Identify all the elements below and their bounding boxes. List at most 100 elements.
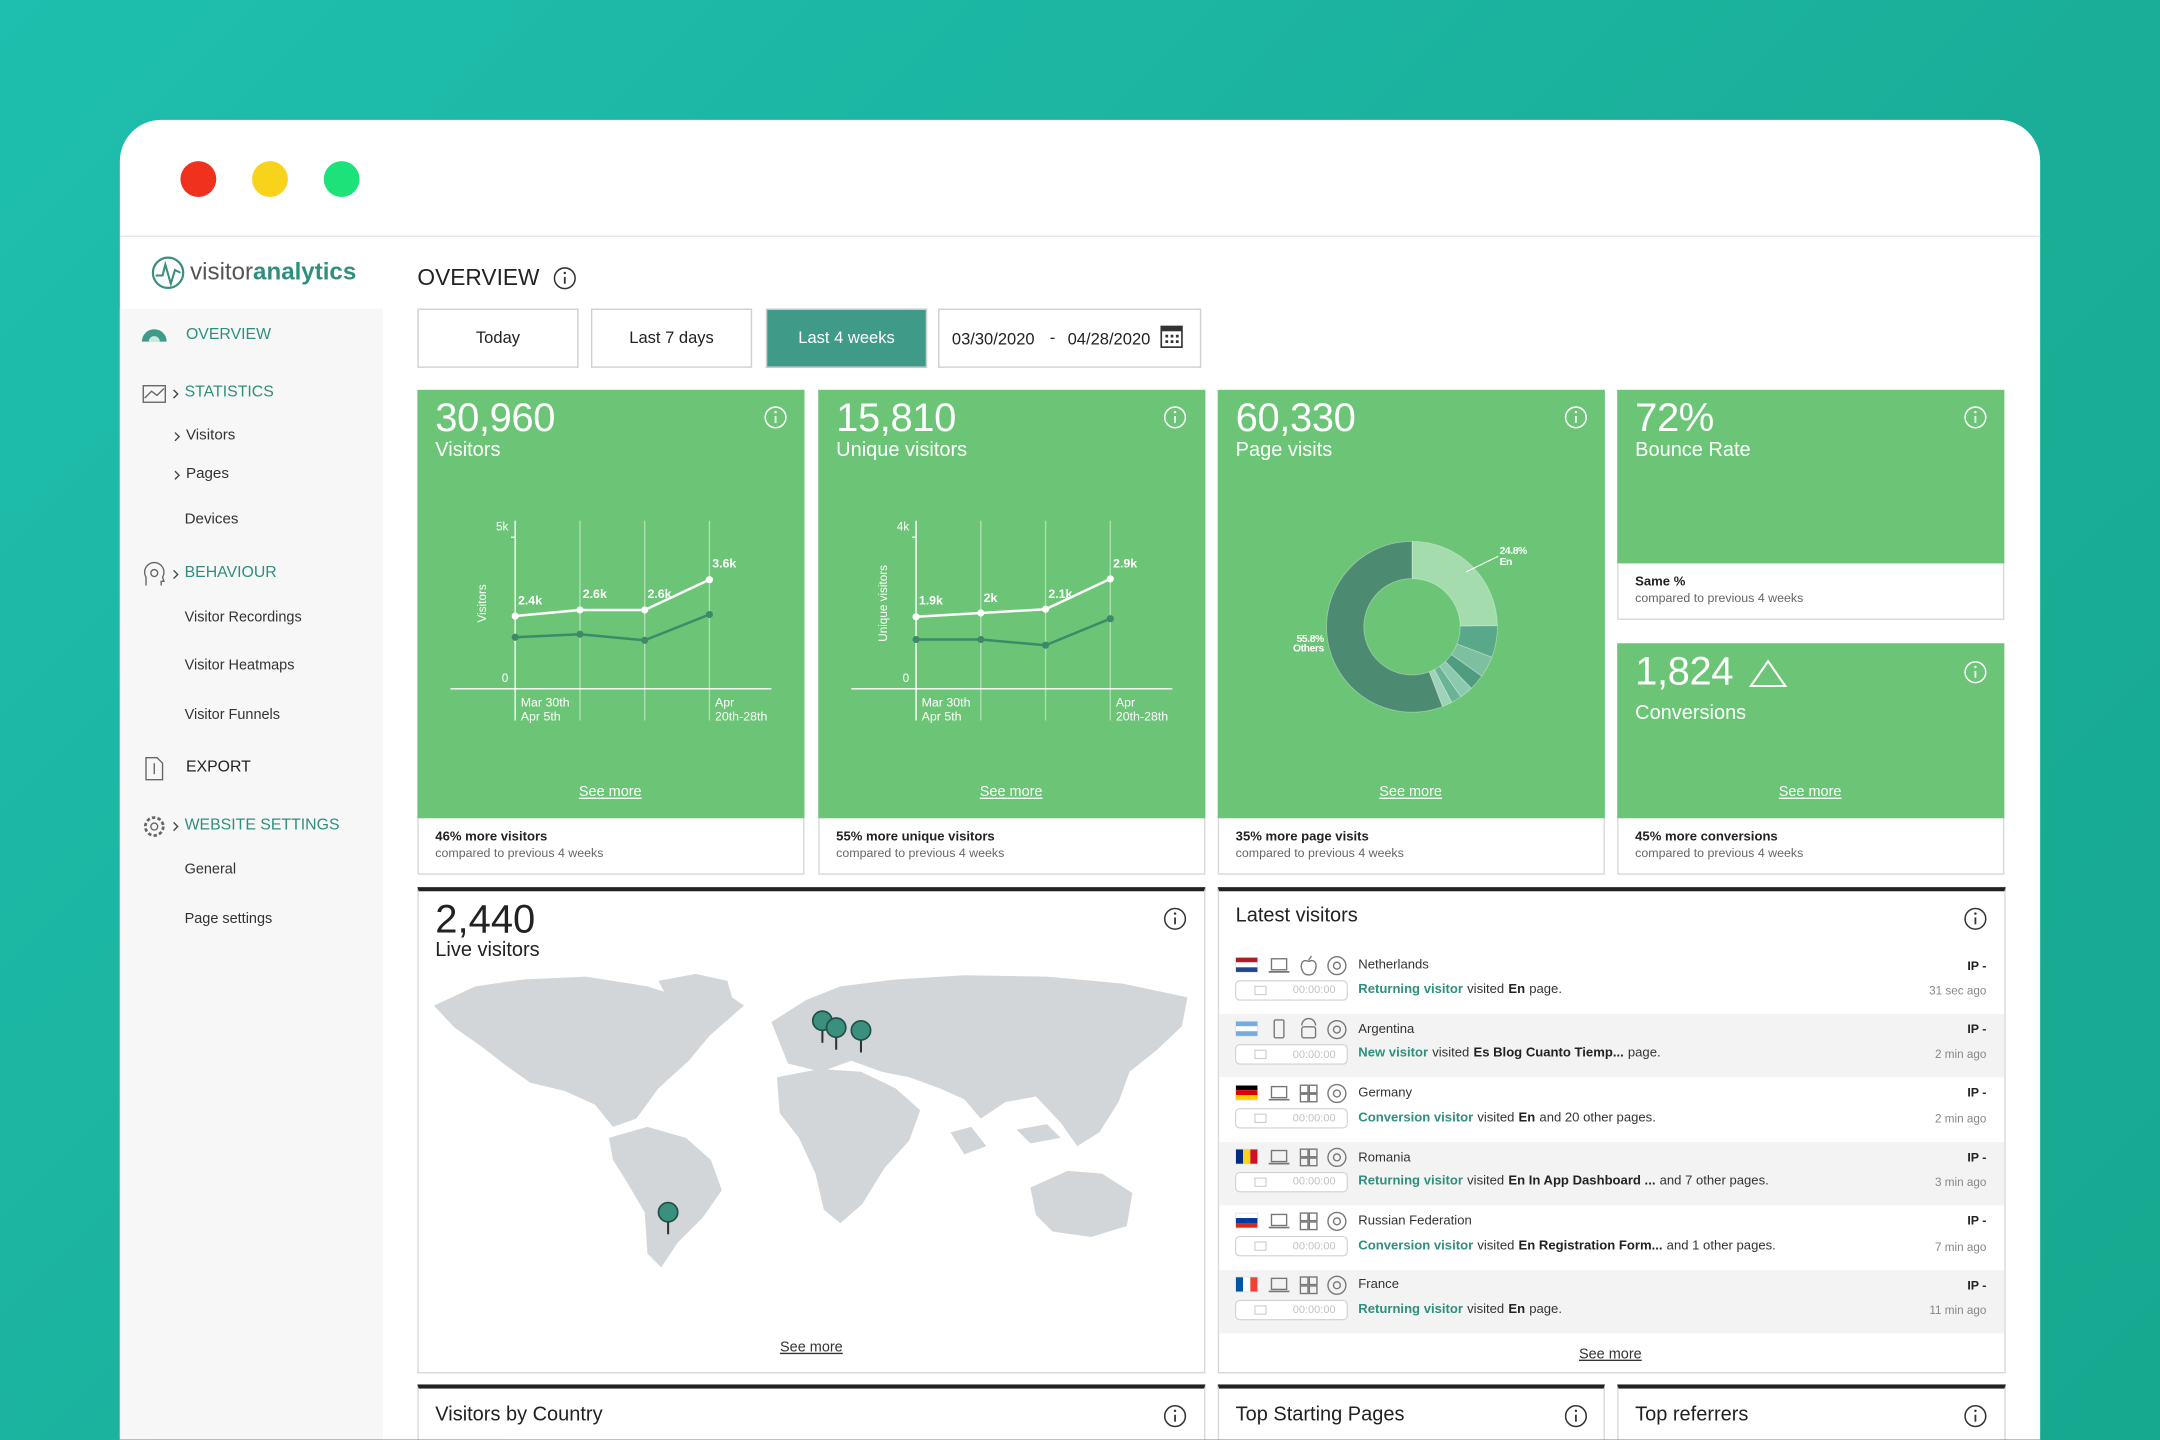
logo-text: visitor (190, 257, 254, 286)
footer-highlight: 45% more conversions (1635, 829, 1778, 845)
footer-highlight: 46% more visitors (435, 829, 548, 845)
nav-item[interactable]: Visitor Funnels (184, 706, 281, 723)
data-label: 55.8% (1296, 631, 1325, 645)
nav-item[interactable]: General (184, 860, 237, 878)
date-range[interactable] (938, 308, 1202, 368)
card-body (1617, 643, 2005, 819)
visit-verb: visited (1467, 982, 1505, 998)
date-separator: - (1049, 327, 1056, 347)
nav-item[interactable]: BEHAVIOUR (184, 564, 277, 582)
see-more-link[interactable]: See more (1578, 1345, 1642, 1362)
visit-description: Conversion visitor visited En and 20 other … (1358, 1110, 1656, 1127)
visit-rest: and 1 other pages. (1666, 1237, 1776, 1254)
visit-page: En Registration Form... (1518, 1237, 1663, 1254)
panel (1217, 1384, 1605, 1440)
y-axis-label: Unique visitors (875, 564, 890, 642)
visit-description: Returning visitor visited En page. (1358, 982, 1562, 999)
ip-label: IP - (1967, 1277, 1987, 1292)
y-tick-label: 5k (495, 519, 509, 533)
panel-title: Latest visitors (1235, 905, 1358, 928)
kpi-value: 60,330 (1235, 396, 1356, 441)
ip-label: IP - (1967, 958, 1987, 972)
visit-verb: visited (1467, 1301, 1505, 1317)
visit-description: Returning visitor visited En In App Dashbo… (1358, 1174, 1768, 1191)
nav-item[interactable]: Visitors (185, 427, 236, 445)
visit-type: New visitor (1358, 1046, 1429, 1062)
ip-label: IP - (1967, 1086, 1987, 1100)
logo: visitoranalytics (190, 256, 356, 286)
see-more-link[interactable]: See more (780, 1338, 843, 1356)
see-more-link[interactable]: See more (979, 783, 1043, 800)
visit-page: Es Blog Cuanto Tiemp... (1473, 1046, 1624, 1062)
country-name: Germany (1358, 1085, 1413, 1101)
visit-rest: page. (1627, 1046, 1661, 1062)
x-tick-label: Mar 30th Apr 5th (921, 695, 971, 724)
filter-button[interactable] (590, 308, 753, 368)
x-tick-label: Apr 20th-28th (1115, 695, 1169, 724)
country-name: France (1358, 1277, 1400, 1293)
visit-description: Conversion visitor visited En Registration… (1358, 1238, 1776, 1255)
visit-page: En In App Dashboard ... (1508, 1173, 1656, 1190)
ip-label: IP - (1967, 1149, 1987, 1164)
recording-duration: 00:00:00 (1292, 1303, 1336, 1316)
see-more-link[interactable]: See more (1379, 783, 1442, 800)
see-more-link[interactable]: See more (1778, 783, 1842, 800)
kpi-label: Page visits (1235, 439, 1333, 462)
category-label: Others (1293, 641, 1324, 655)
footer-highlight: 35% more page visits (1235, 829, 1369, 845)
nav-item[interactable]: Pages (185, 466, 229, 483)
nav-item[interactable]: Visitor Heatmaps (184, 656, 295, 674)
category-label: En (1499, 554, 1513, 568)
panel-title: Top referrers (1635, 1404, 1749, 1427)
country-name: Romania (1358, 1149, 1411, 1165)
nav-item[interactable]: OVERVIEW (185, 326, 272, 344)
kpi-label: Conversions (1635, 702, 1747, 726)
x-tick-label: Mar 30th Apr 5th (520, 695, 570, 724)
nav-item[interactable]: EXPORT (185, 759, 251, 776)
date-from: 03/30/2020 (951, 328, 1035, 349)
data-label: 3.6k (712, 557, 737, 571)
visit-rest: page. (1529, 982, 1562, 998)
visit-description: Returning visitor visited En page. (1358, 1302, 1562, 1319)
see-more-link[interactable]: See more (578, 783, 642, 800)
visit-rest: page. (1529, 1301, 1562, 1317)
nav-item[interactable]: STATISTICS (184, 384, 274, 401)
nav-item[interactable]: WEBSITE SETTINGS (184, 817, 340, 834)
nav-item[interactable]: Visitor Recordings (184, 608, 302, 625)
visit-verb: visited (1477, 1237, 1515, 1254)
footer-note: compared to previous 4 weeks (1635, 845, 1804, 860)
filter-button[interactable] (765, 308, 928, 368)
filter-button-label[interactable]: Last 7 days (629, 327, 714, 347)
row-background (1219, 1014, 2005, 1078)
panel-title: Visitors by Country (435, 1404, 603, 1427)
y-tick-label: 0 (902, 670, 910, 685)
visit-rest: and 7 other pages. (1659, 1173, 1769, 1190)
time-ago: 31 sec ago (1929, 983, 1987, 998)
filter-button-label[interactable]: Today (475, 327, 521, 347)
nav-item[interactable]: Page settings (184, 910, 273, 927)
visit-page: En (1518, 1110, 1536, 1126)
visit-verb: visited (1467, 1173, 1505, 1190)
visit-type: Conversion visitor (1358, 1110, 1474, 1126)
row-background (1219, 1142, 2005, 1206)
visit-verb: visited (1477, 1110, 1515, 1126)
time-ago: 3 min ago (1934, 1175, 1987, 1189)
time-ago: 2 min ago (1934, 1047, 1987, 1062)
nav-item[interactable]: Devices (184, 511, 239, 529)
panel (417, 1384, 1206, 1440)
kpi-value: 1,824 (1635, 649, 1734, 694)
data-label: 24.8% (1499, 544, 1528, 557)
filter-button[interactable] (417, 308, 579, 368)
live-label: Live visitors (435, 939, 540, 962)
filter-button-label[interactable]: Last 4 weeks (798, 327, 895, 347)
card-body (1617, 389, 2005, 564)
time-ago: 7 min ago (1934, 1239, 1987, 1253)
x-tick-label: Apr 20th-28th (714, 695, 768, 724)
logo-text: analytics (253, 257, 357, 286)
footer-highlight: Same % (1635, 574, 1686, 591)
recording-duration: 00:00:00 (1292, 983, 1336, 997)
footer-note: compared to previous 4 weeks (1635, 590, 1804, 605)
y-axis-label: Visitors (475, 584, 489, 623)
visit-rest: and 20 other pages. (1539, 1110, 1656, 1126)
